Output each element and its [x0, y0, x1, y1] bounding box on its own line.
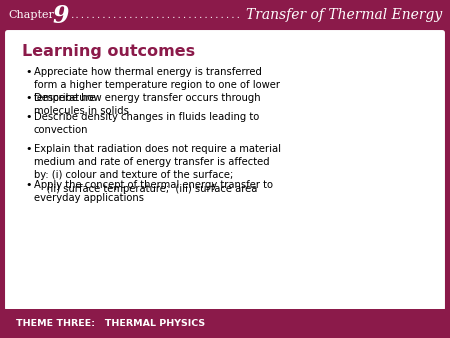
Text: Chapter: Chapter	[8, 10, 54, 20]
Text: THEME THREE:   THERMAL PHYSICS: THEME THREE: THERMAL PHYSICS	[16, 319, 205, 328]
FancyBboxPatch shape	[4, 29, 446, 312]
Text: •: •	[25, 180, 32, 190]
Text: Appreciate how thermal energy is transferred
form a higher temperature region to: Appreciate how thermal energy is transfe…	[34, 67, 280, 103]
Text: •: •	[25, 144, 32, 154]
Text: •: •	[25, 67, 32, 77]
Text: Describe density changes in fluids leading to
convection: Describe density changes in fluids leadi…	[34, 112, 259, 135]
Bar	[0, 0, 450, 30]
Text: ................................: ................................	[70, 10, 242, 20]
Text: Describe how energy transfer occurs through
molecules in solids: Describe how energy transfer occurs thro…	[34, 93, 261, 116]
Text: Transfer of Thermal Energy: Transfer of Thermal Energy	[246, 8, 442, 22]
Text: Apply the concept of thermal energy transfer to
everyday applications: Apply the concept of thermal energy tran…	[34, 180, 273, 203]
Text: Explain that radiation does not require a material
medium and rate of energy tra: Explain that radiation does not require …	[34, 144, 281, 194]
Text: 9: 9	[52, 4, 68, 28]
Bar	[0, 309, 450, 338]
Text: Learning outcomes: Learning outcomes	[22, 44, 195, 59]
Text: •: •	[25, 93, 32, 103]
Text: •: •	[25, 112, 32, 122]
